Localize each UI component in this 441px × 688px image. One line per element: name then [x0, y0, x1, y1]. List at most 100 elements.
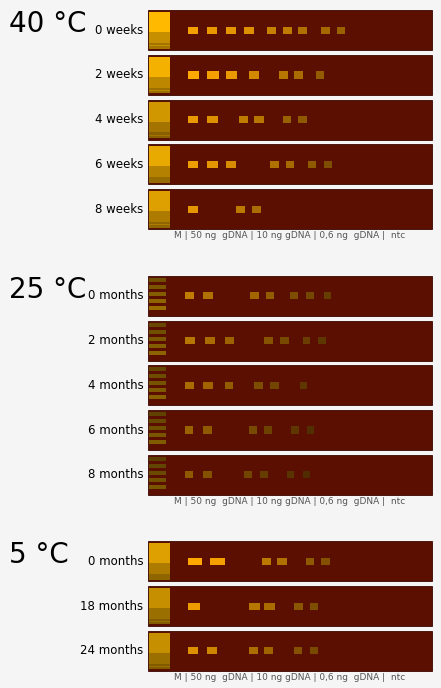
Bar [307, 427, 314, 433]
Bar [149, 664, 171, 666]
Text: 2 months: 2 months [88, 334, 143, 347]
Bar [294, 603, 303, 610]
Bar [224, 382, 233, 389]
Bar [149, 330, 166, 334]
Bar [149, 211, 171, 227]
Bar [279, 72, 288, 78]
Bar [277, 558, 287, 565]
Bar [149, 343, 166, 347]
Bar [149, 667, 171, 669]
Bar [267, 27, 277, 34]
Bar [149, 374, 166, 378]
Bar [149, 88, 171, 90]
Bar [148, 10, 432, 50]
Bar [224, 337, 234, 344]
Bar [249, 72, 259, 78]
Bar [149, 440, 166, 444]
Bar [187, 206, 198, 213]
Bar [294, 72, 303, 78]
Bar [149, 191, 171, 211]
Bar [303, 337, 310, 344]
Bar [306, 292, 314, 299]
Bar [149, 278, 166, 282]
Text: 0 months: 0 months [88, 555, 143, 568]
Bar [185, 471, 193, 478]
Bar [185, 427, 193, 433]
Bar [244, 27, 254, 34]
Text: 8 months: 8 months [88, 469, 143, 481]
Bar [294, 647, 302, 654]
Bar [207, 647, 217, 654]
Bar [148, 100, 432, 140]
Bar [324, 161, 332, 168]
Bar [226, 161, 236, 168]
Bar [149, 464, 166, 468]
Bar [149, 122, 171, 138]
Bar [149, 292, 166, 296]
Bar [148, 586, 432, 626]
Text: 0 weeks: 0 weeks [95, 24, 143, 36]
Bar [280, 337, 288, 344]
Bar [236, 206, 245, 213]
Bar [149, 336, 166, 341]
Bar [149, 350, 166, 354]
Bar [185, 292, 194, 299]
Bar [149, 32, 171, 48]
Bar [148, 276, 432, 316]
Bar [149, 426, 166, 430]
Text: 24 months: 24 months [80, 645, 143, 657]
Bar [187, 161, 198, 168]
Bar [287, 471, 294, 478]
Bar [244, 471, 252, 478]
Bar [187, 603, 200, 610]
Text: 8 weeks: 8 weeks [95, 203, 143, 215]
Bar [149, 136, 171, 138]
Bar [286, 161, 294, 168]
Bar [148, 631, 432, 671]
Bar [203, 471, 212, 478]
Bar [318, 337, 326, 344]
Text: M | 50 ng  gDNA | 10 ng gDNA | 0,6 ng  gDNA |  ntc: M | 50 ng gDNA | 10 ng gDNA | 0,6 ng gDN… [174, 497, 406, 506]
Bar [205, 337, 215, 344]
Bar [264, 603, 275, 610]
Bar [149, 388, 166, 392]
Bar [149, 147, 171, 166]
Bar [262, 558, 272, 565]
Bar [226, 72, 237, 78]
Bar [266, 292, 274, 299]
Bar [149, 77, 171, 93]
Text: 18 months: 18 months [80, 600, 143, 612]
Bar [187, 558, 202, 565]
Bar [299, 27, 307, 34]
Bar [207, 116, 218, 123]
Text: 2 weeks: 2 weeks [95, 69, 143, 81]
Bar [149, 563, 171, 579]
Bar [260, 471, 268, 478]
Bar [149, 577, 171, 580]
Text: M | 50 ng  gDNA | 10 ng gDNA | 0,6 ng  gDNA |  ntc: M | 50 ng gDNA | 10 ng gDNA | 0,6 ng gDN… [174, 673, 406, 682]
Bar [303, 471, 310, 478]
Bar [149, 305, 166, 310]
Bar [254, 116, 264, 123]
Bar [283, 27, 292, 34]
Bar [185, 382, 194, 389]
Bar [264, 337, 273, 344]
Bar [148, 541, 432, 581]
Text: 5 °C: 5 °C [9, 541, 68, 570]
Bar [207, 27, 217, 34]
Bar [149, 419, 166, 423]
Bar [203, 427, 212, 433]
Bar [149, 381, 166, 385]
Bar [148, 189, 432, 229]
Bar [251, 206, 261, 213]
Bar [149, 57, 171, 77]
Bar [149, 588, 171, 608]
Bar [148, 455, 432, 495]
Bar [249, 647, 258, 654]
Bar [308, 161, 316, 168]
Bar [187, 116, 198, 123]
Bar [299, 116, 307, 123]
Text: 4 months: 4 months [88, 379, 143, 391]
Bar [290, 292, 298, 299]
Bar [149, 180, 171, 183]
